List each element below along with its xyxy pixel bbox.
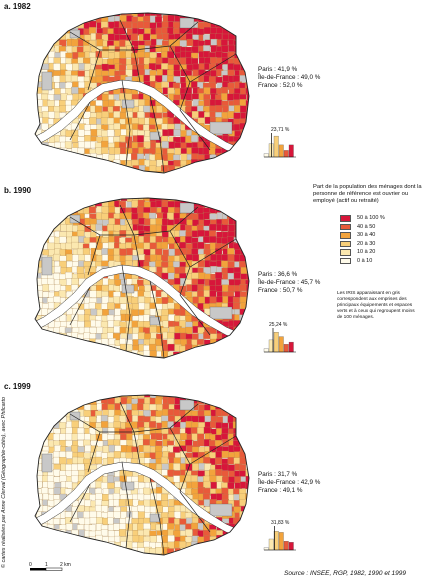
stats-1990: Paris : 36,6 % Île-de-France : 45,7 % Fr… xyxy=(258,271,320,295)
legend-label: 10 à 20 xyxy=(357,249,376,256)
legend-swatch xyxy=(340,249,351,256)
legend: 50 à 100 % 40 à 50 30 à 40 20 à 30 10 à … xyxy=(340,214,385,265)
scale-bar xyxy=(30,567,63,571)
map-1982 xyxy=(34,12,250,174)
legend-row: 10 à 20 xyxy=(340,248,385,257)
legend-label: 40 à 50 xyxy=(357,223,376,230)
stat-paris: Paris : 36,6 % xyxy=(258,271,298,278)
stat-france: France : 52,0 % xyxy=(258,82,303,89)
panel-title-1990: b. 1990 xyxy=(4,186,32,195)
median-label-1982: 23,71 % xyxy=(271,127,290,133)
legend-swatch xyxy=(340,215,351,222)
stats-1999: Paris : 31,7 % Île-de-France : 42,9 % Fr… xyxy=(258,471,320,495)
legend-row: 30 à 40 xyxy=(340,231,385,240)
credit-text: © cartes réalisées par Anne Clerval (Géo… xyxy=(1,396,7,568)
legend-swatch xyxy=(340,232,351,239)
legend-label: 50 à 100 % xyxy=(357,215,385,222)
stat-france: France : 50,7 % xyxy=(258,287,303,294)
legend-label: 30 à 40 xyxy=(357,232,376,239)
panel-title-1999: c. 1999 xyxy=(4,382,31,391)
scale-label-0: 0 xyxy=(29,562,32,568)
map-1999 xyxy=(34,394,250,556)
legend-row: 20 à 30 xyxy=(340,240,385,249)
legend-row: 40 à 50 xyxy=(340,223,385,232)
stat-idf: Île-de-France : 42,9 % xyxy=(258,479,321,486)
histogram-1982 xyxy=(263,133,296,158)
legend-note: Les IRIS apparaissant en gris correspond… xyxy=(337,291,415,320)
source-text: Source : INSEE, RGP, 1982, 1990 et 1999 xyxy=(284,570,407,577)
legend-row: 50 à 100 % xyxy=(340,214,385,223)
panel-title-1982: a. 1982 xyxy=(4,2,31,11)
scale-label-2: 2 km xyxy=(60,562,71,568)
stat-paris: Paris : 41,9 % xyxy=(258,66,298,73)
histogram-1990 xyxy=(263,328,296,353)
legend-title: Part de la population des ménages dont l… xyxy=(313,184,422,204)
legend-row: 0 à 10 xyxy=(340,257,385,266)
stat-france: France : 49,1 % xyxy=(258,487,303,494)
stat-paris: Paris : 31,7 % xyxy=(258,471,298,478)
legend-label: 0 à 10 xyxy=(357,257,373,264)
median-label-1999: 31,83 % xyxy=(271,520,290,526)
stats-1982: Paris : 41,9 % Île-de-France : 49,0 % Fr… xyxy=(258,66,320,90)
stat-idf: Île-de-France : 49,0 % xyxy=(258,74,321,81)
legend-swatch xyxy=(340,240,351,247)
median-label-1990: 25,24 % xyxy=(269,322,288,328)
map-1990 xyxy=(34,197,250,359)
scale-label-1: 1 xyxy=(45,562,48,568)
histogram-1999 xyxy=(263,526,296,551)
stat-idf: Île-de-France : 45,7 % xyxy=(258,279,321,286)
legend-label: 20 à 30 xyxy=(357,240,376,247)
legend-swatch xyxy=(340,257,351,264)
legend-swatch xyxy=(340,223,351,230)
